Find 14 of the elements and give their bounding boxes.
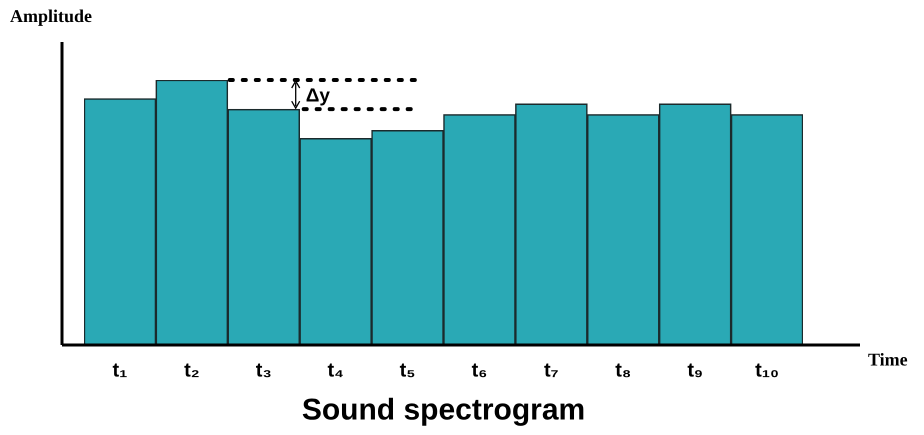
x-tick-label: t₁ (112, 360, 128, 382)
x-tick-label: t₄ (328, 360, 344, 382)
x-tick-label: t₆ (472, 360, 488, 382)
x-tick-label: t₉ (687, 360, 703, 382)
x-tick-label: t₇ (544, 360, 559, 382)
text: Sound spectrogram (302, 393, 586, 426)
x-tick-label: t₈ (615, 360, 632, 382)
x-tick-label: t₂ (184, 360, 200, 382)
annotation: Δy (306, 86, 330, 107)
x-axis-title: Time (868, 350, 908, 370)
x-tick-label: t₅ (400, 360, 416, 382)
y-axis-title: Amplitude (10, 6, 92, 26)
x-tick-label: t₁₀ (755, 360, 780, 382)
x-tick-label: t₃ (256, 360, 272, 382)
